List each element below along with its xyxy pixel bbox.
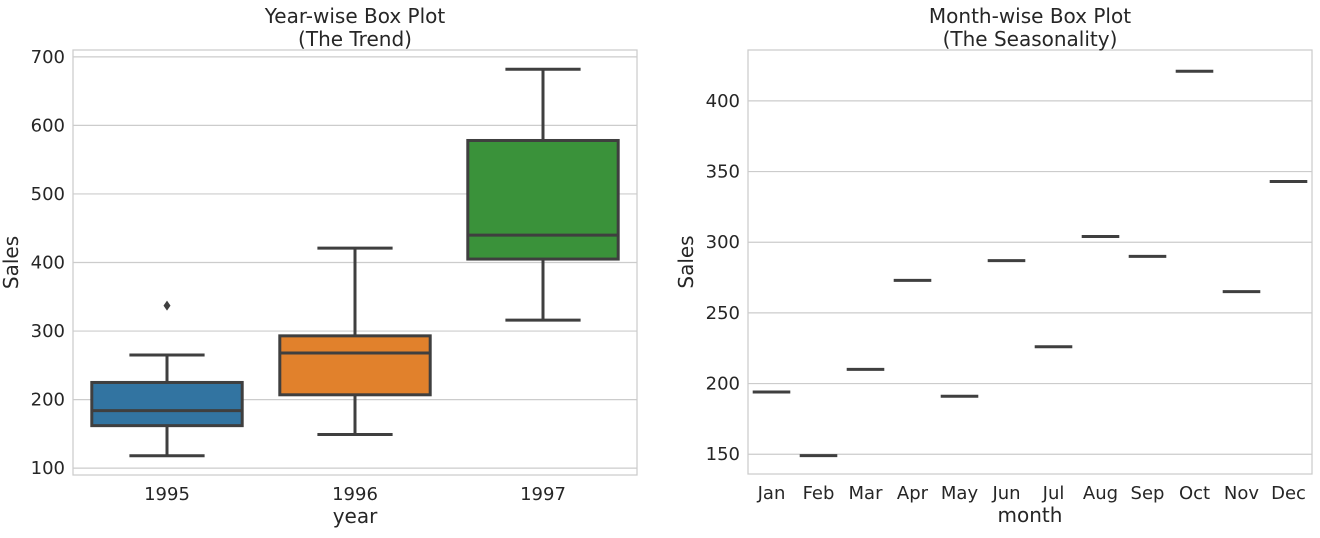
outlier-point (163, 300, 171, 311)
x-tick-label: Aug (1083, 483, 1118, 504)
plot-area (747, 49, 1313, 475)
x-tick-label: May (941, 483, 979, 504)
x-tick-label: Jul (1042, 483, 1065, 504)
y-tick-label: 700 (31, 47, 65, 68)
y-tick-label: 300 (31, 321, 65, 342)
y-tick-label: 500 (31, 184, 65, 205)
y-tick-label: 200 (706, 374, 740, 395)
x-tick-label: Sep (1131, 483, 1165, 504)
y-tick-labels: 100 200 300 400 500 600 700 (31, 47, 65, 479)
x-tick-label: Nov (1224, 483, 1259, 504)
year-wise-panel: 100 200 300 400 500 600 700 1995 1996 1997 Year-… (0, 4, 638, 528)
y-tick-label: 250 (706, 303, 740, 324)
y-tick-label: 300 (706, 232, 740, 253)
x-tick-label: Oct (1179, 483, 1210, 504)
box-marks (90, 67, 620, 458)
y-axis-label: Sales (0, 236, 23, 289)
x-axis-label: month (998, 503, 1063, 527)
y-tick-label: 100 (31, 458, 65, 479)
box-1995 (90, 380, 244, 428)
x-tick-labels: 1995 1996 1997 (144, 484, 566, 505)
chart-title: Month-wise Box Plot (929, 4, 1131, 28)
x-tick-label: 1996 (332, 484, 378, 505)
box-1996 (278, 334, 432, 397)
y-tick-label: 600 (31, 115, 65, 136)
x-tick-label: Jun (991, 483, 1020, 504)
chart-subtitle: (The Seasonality) (943, 27, 1118, 51)
y-tick-label: 400 (31, 253, 65, 274)
grid-lines (748, 100, 1312, 455)
x-tick-label: Jan (757, 483, 786, 504)
x-tick-label: Apr (897, 483, 929, 504)
y-axis-label: Sales (674, 235, 698, 288)
x-tick-labels: Jan Feb Mar Apr May Jun Jul Aug Sep Oct Nov Dec (757, 483, 1306, 504)
box-marks (752, 69, 1308, 458)
x-tick-label: Feb (803, 483, 835, 504)
box-1997 (466, 138, 620, 261)
x-tick-label: Mar (849, 483, 884, 504)
chart-subtitle: (The Trend) (298, 27, 412, 51)
y-tick-label: 400 (706, 91, 740, 112)
y-tick-label: 150 (706, 444, 740, 465)
x-tick-label: 1995 (144, 484, 190, 505)
month-wise-panel: 150 200 250 300 350 400 Jan Feb Mar Apr May Jun Jul… (674, 4, 1313, 527)
chart-title: Year-wise Box Plot (264, 4, 446, 28)
y-tick-labels: 150 200 250 300 350 400 (706, 91, 740, 465)
y-tick-label: 200 (31, 390, 65, 411)
x-tick-label: 1997 (520, 484, 566, 505)
y-tick-label: 350 (706, 162, 740, 183)
x-tick-label: Dec (1271, 483, 1306, 504)
x-axis-label: year (333, 504, 378, 528)
